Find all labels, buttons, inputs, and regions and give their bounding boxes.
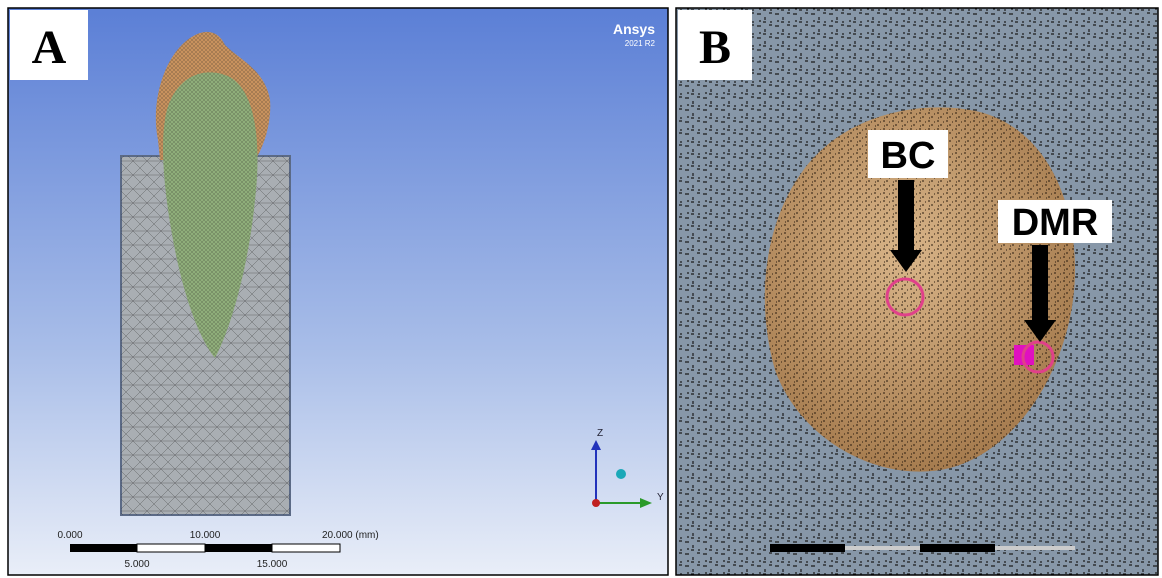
scale-seg (272, 544, 340, 552)
arrow-shaft (898, 180, 914, 252)
panel-a: A Ansys 2021 R2 Z Y 0.000 10.000 20.000 … (8, 8, 668, 575)
annotation: BC (881, 135, 936, 177)
panel-label: A (32, 21, 67, 74)
scale-label: 10.000 (190, 530, 221, 541)
scale-label: 0.000 (57, 530, 82, 541)
scale-label: 5.000 (124, 559, 149, 570)
figure: A Ansys 2021 R2 Z Y 0.000 10.000 20.000 … (0, 0, 1162, 578)
iso-ball (616, 469, 626, 479)
arrow-shaft (1032, 245, 1048, 323)
scale-label: 15.000 (257, 559, 288, 570)
origin (592, 499, 600, 507)
scale-seg (205, 544, 272, 552)
panel-label: B (699, 21, 731, 74)
scale-seg (920, 544, 995, 552)
scale-seg (845, 546, 920, 550)
software-version: 2021 R2 (625, 39, 656, 48)
scale-seg (137, 544, 205, 552)
y-label: Y (657, 492, 664, 503)
scale-seg (770, 544, 845, 552)
scale-seg (995, 546, 1075, 550)
annotation: DMR (1012, 202, 1099, 244)
panel-b: B BC DMR (676, 8, 1158, 575)
software-name: Ansys (613, 21, 655, 37)
z-label: Z (597, 428, 603, 439)
scale-label: 20.000 (mm) (322, 530, 379, 541)
panel-a-background (8, 8, 668, 575)
scale-seg (70, 544, 137, 552)
